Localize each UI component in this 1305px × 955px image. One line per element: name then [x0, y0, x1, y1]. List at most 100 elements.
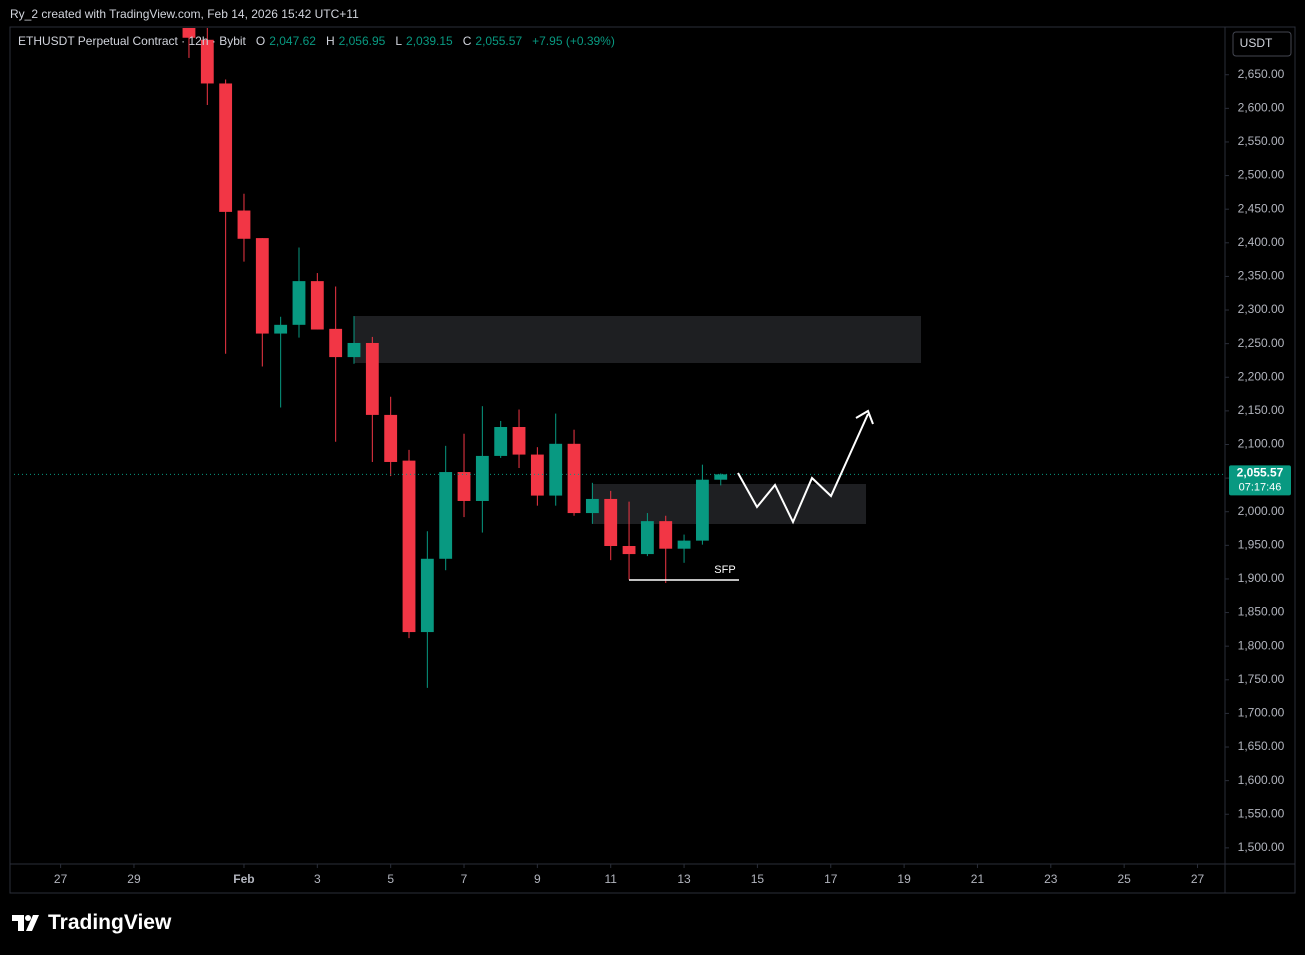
- candle-body: [310, 281, 324, 330]
- candle-body: [622, 546, 636, 555]
- y-tick-label: 1,700.00: [1238, 706, 1285, 720]
- candle-body: [494, 427, 508, 456]
- last-price-box: [1229, 465, 1291, 496]
- x-tick-label: 15: [751, 872, 765, 886]
- y-tick-label: 2,350.00: [1238, 269, 1285, 283]
- y-tick-label: 2,550.00: [1238, 134, 1285, 148]
- y-tick-label: 2,500.00: [1238, 168, 1285, 182]
- y-tick-label: 2,150.00: [1238, 403, 1285, 417]
- countdown: 07:17:46: [1239, 481, 1282, 493]
- candles: [11, 28, 1225, 688]
- legend: ETHUSDT Perpetual Contract · 12h · Bybit…: [18, 34, 615, 48]
- x-tick-label: 17: [824, 872, 838, 886]
- x-tick-label: 21: [971, 872, 985, 886]
- candle-body: [457, 472, 471, 501]
- last-price-label: 2,055.57: [1237, 466, 1284, 480]
- y-tick-label: 2,450.00: [1238, 201, 1285, 215]
- candle-body: [237, 210, 251, 239]
- x-tick-label: 9: [534, 872, 541, 886]
- y-tick-label: 1,650.00: [1238, 739, 1285, 753]
- x-tick-label: 19: [897, 872, 911, 886]
- y-tick-label: 2,600.00: [1238, 101, 1285, 115]
- y-tick-label: 1,550.00: [1238, 806, 1285, 820]
- candle-body: [530, 454, 544, 496]
- y-tick-label: 2,000.00: [1238, 504, 1285, 518]
- x-tick-label: 11: [604, 872, 617, 886]
- x-tick-label: 29: [127, 872, 141, 886]
- legend-value: 2,039.15: [406, 34, 453, 48]
- candle-body: [219, 83, 233, 212]
- candle-body: [402, 460, 416, 633]
- x-tick-label: 5: [387, 872, 394, 886]
- y-tick-label: 2,250.00: [1238, 336, 1285, 350]
- legend-value: 2,056.95: [338, 34, 386, 48]
- drawings: SFP: [629, 409, 874, 581]
- candle-body: [512, 427, 526, 455]
- x-tick-label: Feb: [233, 872, 254, 886]
- candle-body: [384, 414, 398, 462]
- candle-body: [659, 521, 673, 549]
- x-tick-label: 3: [314, 872, 321, 886]
- x-tick-label: 23: [1044, 872, 1058, 886]
- x-tick-label: 13: [677, 872, 691, 886]
- y-tick-label: 1,600.00: [1238, 773, 1285, 787]
- x-tick-label: 27: [1191, 872, 1205, 886]
- candle-body: [329, 328, 343, 358]
- logo-icon: [12, 915, 39, 931]
- y-tick-label: 2,200.00: [1238, 369, 1285, 383]
- candle-body: [695, 479, 709, 541]
- candle-body: [182, 28, 196, 38]
- sfp-label: SFP: [714, 564, 735, 576]
- candle-body: [292, 281, 306, 325]
- chart-frame: [9, 26, 1296, 894]
- legend-key: O: [255, 34, 266, 48]
- currency[interactable]: USDT: [1240, 36, 1273, 50]
- y-tick-label: 1,950.00: [1238, 538, 1285, 552]
- x-tick-label: 27: [54, 872, 68, 886]
- candle-body: [347, 342, 361, 358]
- candle-body: [585, 498, 599, 514]
- zone: [592, 484, 866, 524]
- legend-key: C: [462, 34, 472, 48]
- candle-body: [567, 443, 581, 514]
- symbol: ETHUSDT Perpetual Contract · 12h · Bybit: [18, 34, 246, 48]
- candle-body: [255, 238, 269, 334]
- legend-key: L: [395, 34, 403, 48]
- zone: [354, 316, 921, 363]
- x-tick-label: 25: [1117, 872, 1131, 886]
- candle-body: [714, 474, 728, 480]
- candle-body: [677, 540, 691, 549]
- candle-body: [604, 498, 618, 547]
- projection-path: [737, 413, 869, 525]
- candle-body: [475, 455, 489, 501]
- y-tick-label: 1,800.00: [1238, 638, 1285, 652]
- y-tick-label: 2,100.00: [1238, 437, 1285, 451]
- y-tick-label: 1,750.00: [1238, 672, 1285, 686]
- currency-button[interactable]: [1232, 31, 1292, 57]
- pane: [354, 316, 921, 524]
- legend-value: 2,055.57: [475, 34, 523, 48]
- legend-change: +7.95 (+0.39%): [532, 34, 615, 48]
- y-tick-label: 2,650.00: [1238, 67, 1285, 81]
- y-tick-label: 1,900.00: [1238, 571, 1285, 585]
- legend-value: 2,047.62: [269, 34, 316, 48]
- candle-body: [200, 39, 214, 84]
- arrow-head: [855, 409, 874, 425]
- candle-body: [365, 342, 379, 415]
- logo: TradingView: [12, 911, 171, 935]
- legend-key: H: [325, 34, 335, 48]
- y-tick-label: 1,850.00: [1238, 605, 1285, 619]
- candle-body: [549, 443, 563, 496]
- candle-body: [274, 324, 288, 334]
- credit: Ry_2 created with TradingView.com, Feb 1…: [10, 7, 359, 21]
- candle-body: [420, 558, 434, 633]
- logo-text: TradingView: [48, 911, 172, 934]
- candle-body: [640, 521, 654, 555]
- y-tick-label: 2,300.00: [1238, 302, 1285, 316]
- y-tick-label: 1,500.00: [1238, 840, 1285, 854]
- candle-body: [439, 472, 453, 559]
- x-tick-label: 7: [461, 872, 468, 886]
- y-tick-label: 2,400.00: [1238, 235, 1285, 249]
